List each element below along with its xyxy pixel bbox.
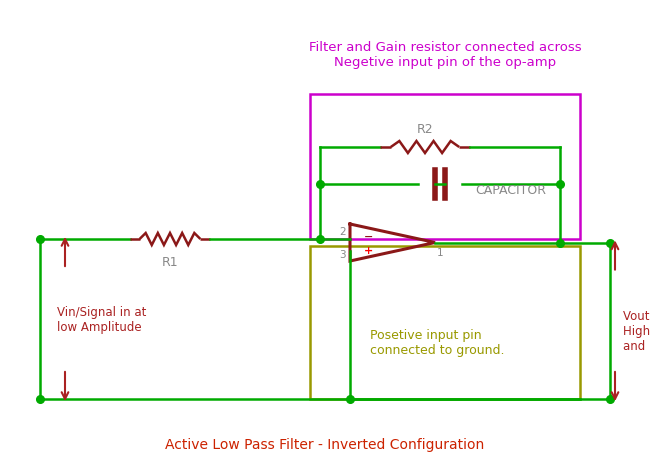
Text: Posetive input pin
connected to ground.: Posetive input pin connected to ground.: [370, 329, 504, 357]
Text: Vout at
Higher Amplitude
and Low frequency: Vout at Higher Amplitude and Low frequen…: [623, 309, 650, 353]
Text: +: +: [364, 245, 373, 255]
Text: 1: 1: [437, 248, 444, 258]
Text: 3: 3: [339, 249, 346, 259]
Text: Active Low Pass Filter - Inverted Configuration: Active Low Pass Filter - Inverted Config…: [165, 437, 485, 451]
Text: −: −: [364, 231, 373, 241]
Bar: [310, 95, 580, 240]
Text: Vin/Signal in at
low Amplitude: Vin/Signal in at low Amplitude: [57, 305, 146, 333]
Text: 2: 2: [339, 227, 346, 237]
Bar: [310, 246, 580, 399]
Text: R1: R1: [162, 256, 178, 269]
Text: Filter and Gain resistor connected across
Negetive input pin of the op-amp: Filter and Gain resistor connected acros…: [309, 41, 581, 69]
Text: CAPACITOR: CAPACITOR: [475, 183, 546, 196]
Text: R2: R2: [417, 123, 434, 136]
